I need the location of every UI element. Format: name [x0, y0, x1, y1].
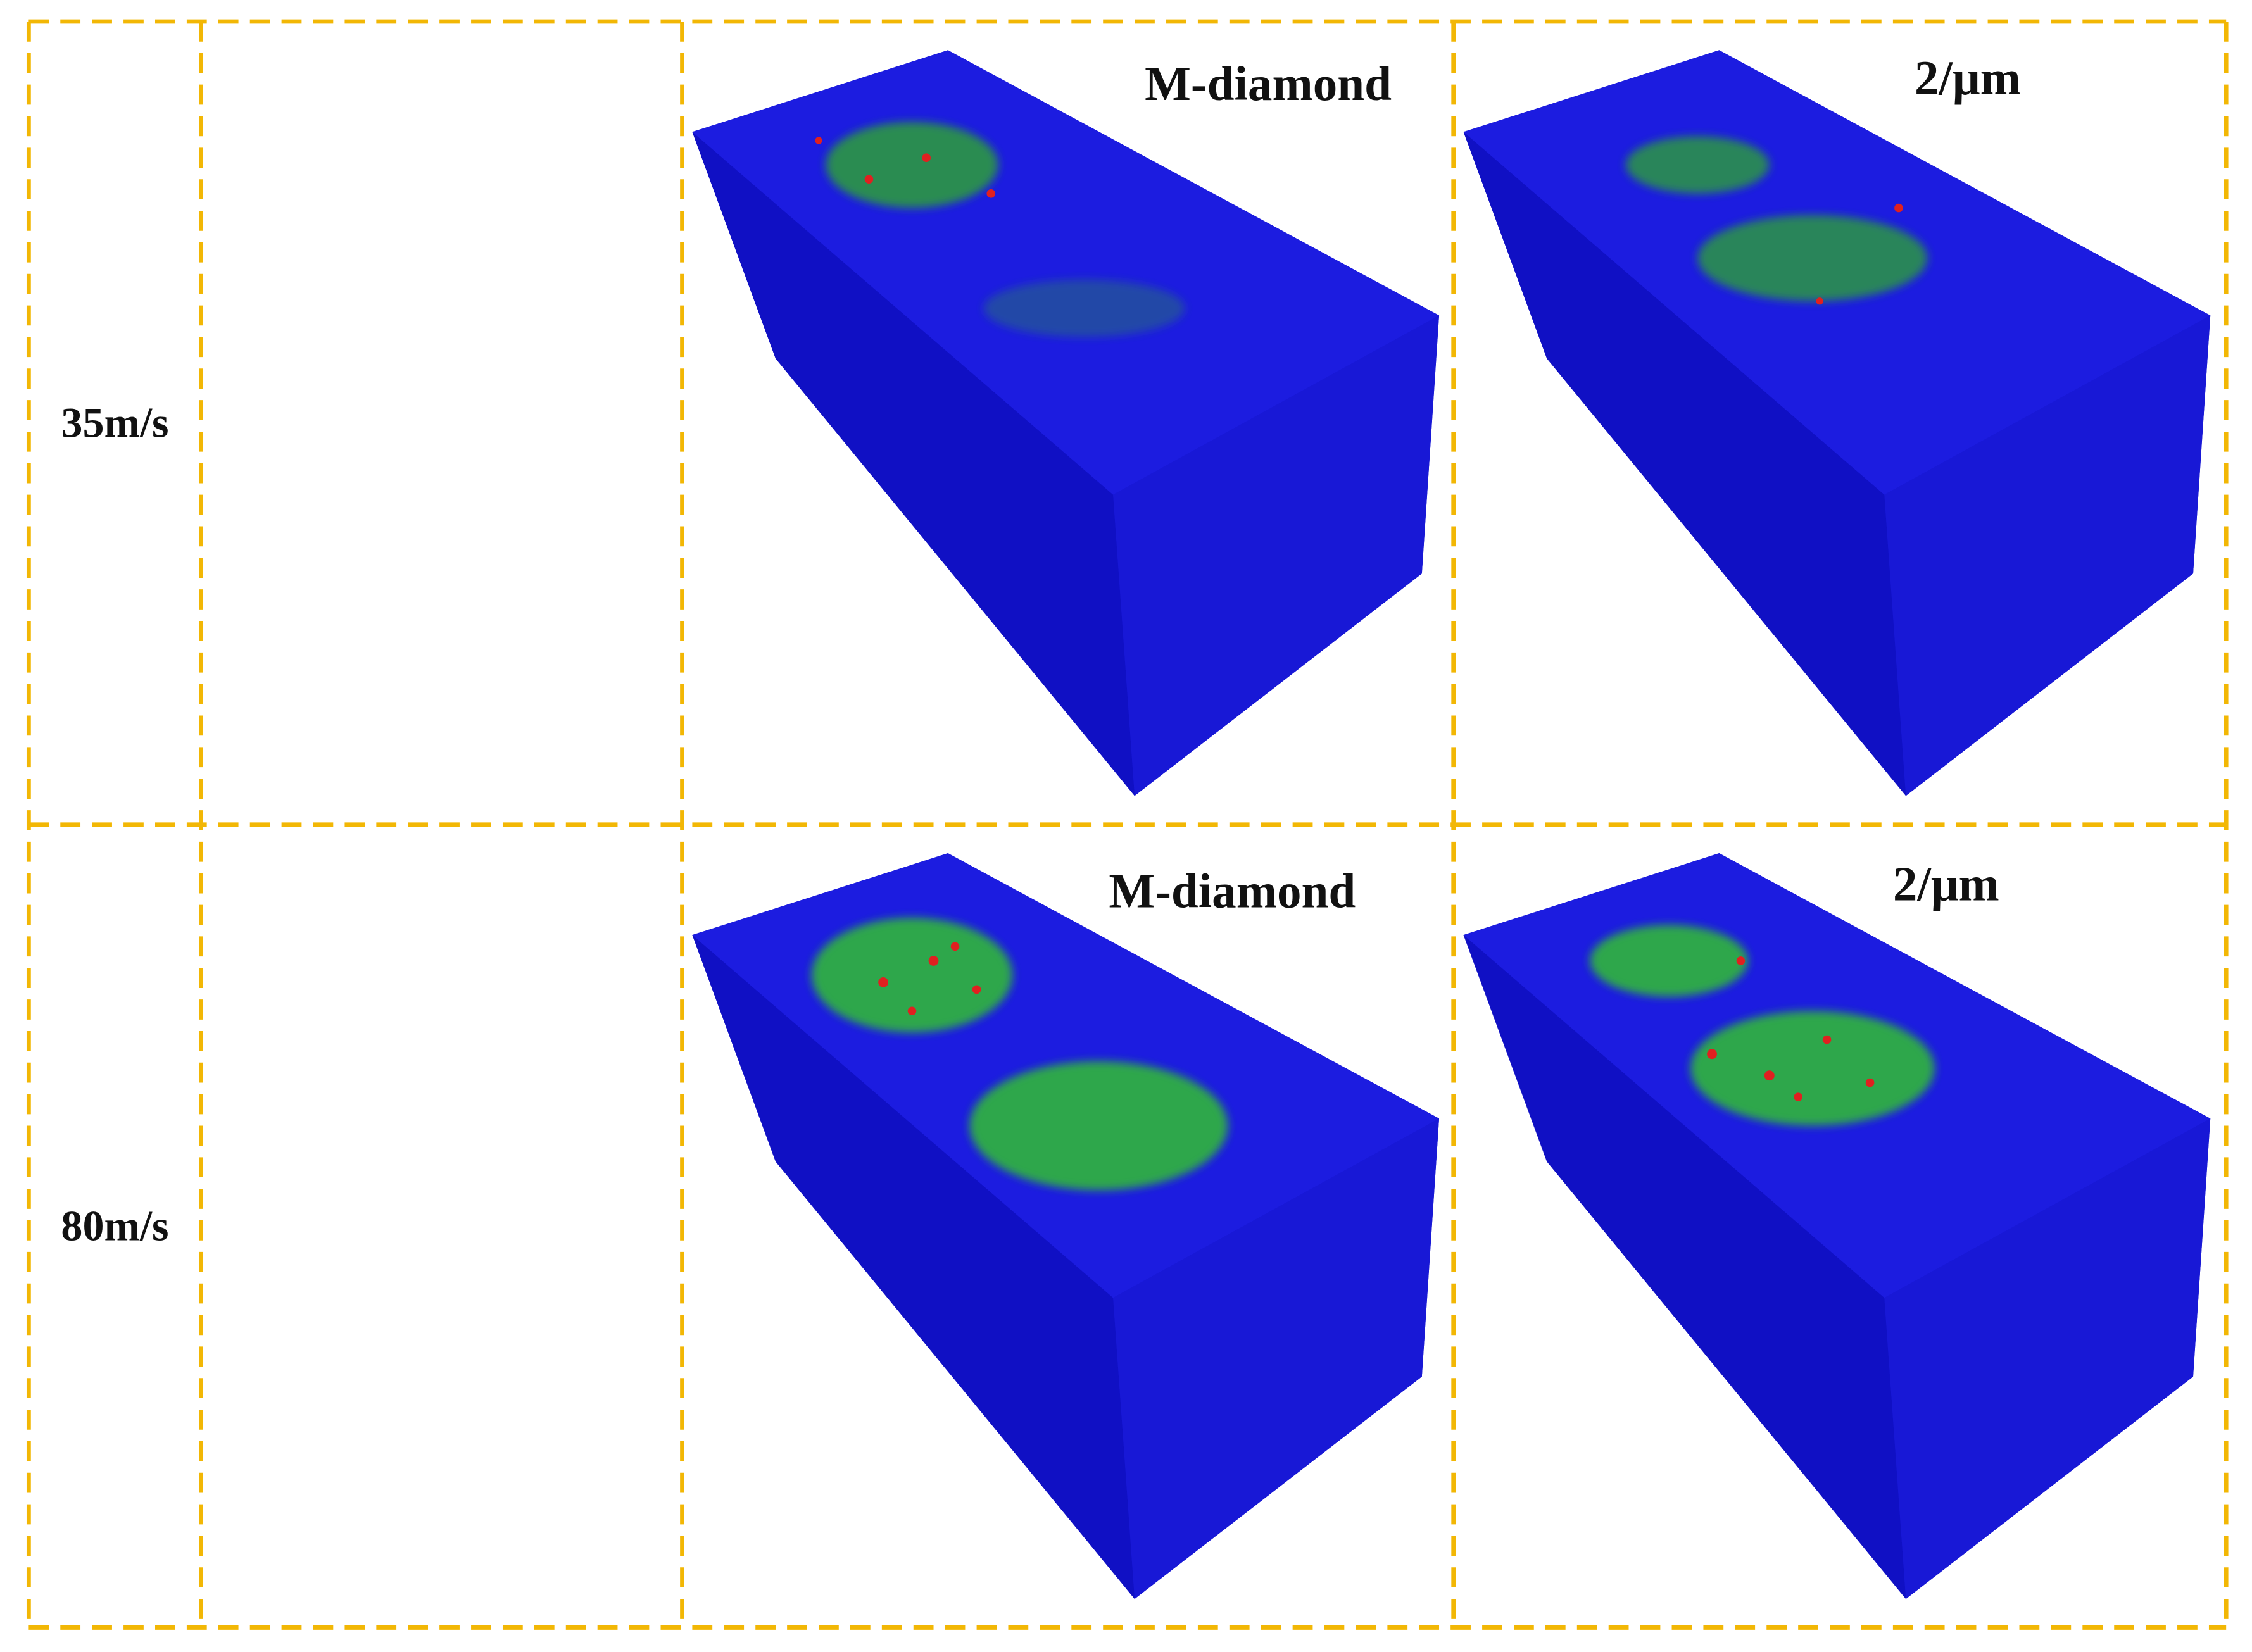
panel-label: 2/μm [1893, 856, 1999, 911]
simulation-image [692, 50, 1440, 796]
table-grid [26, 19, 2229, 1630]
row-label: 80m/s [61, 1202, 168, 1250]
panel-label: 2/μm [1915, 51, 2021, 105]
panel-label: M-diamond [1109, 864, 1356, 918]
panel-label: M-diamond [1145, 56, 1392, 111]
simulation-image [692, 853, 1440, 1599]
simulation-image [1463, 853, 2211, 1599]
simulation-image [1463, 50, 2211, 796]
row-label: 35m/s [61, 399, 168, 447]
